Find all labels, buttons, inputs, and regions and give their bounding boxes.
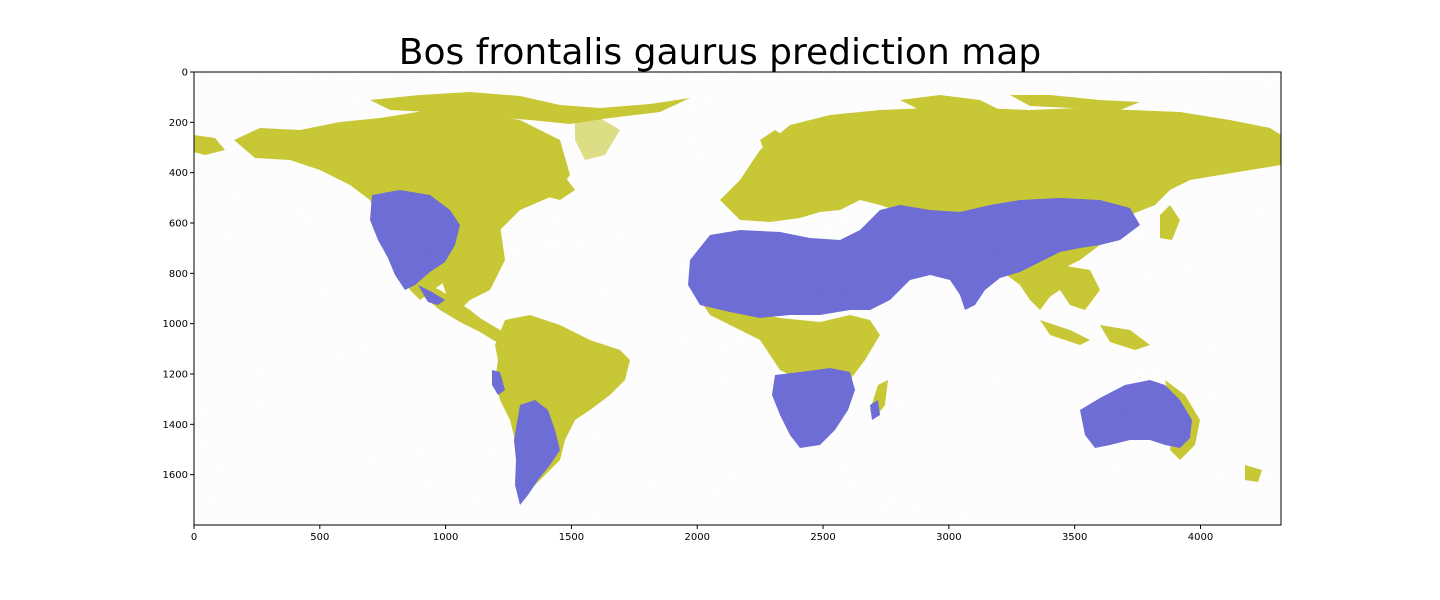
y-tick-label: 1000 (163, 319, 188, 330)
y-tick-label: 800 (169, 269, 188, 280)
y-tick-label: 1600 (163, 470, 188, 481)
x-tick-label: 0 (191, 532, 197, 543)
x-tick-label: 3500 (1062, 532, 1087, 543)
y-tick-label: 600 (169, 219, 188, 230)
x-tick-label: 4000 (1188, 532, 1213, 543)
x-tick-label: 2000 (685, 532, 710, 543)
plot-frame (193, 71, 1282, 526)
y-tick-label: 1400 (163, 420, 188, 431)
x-tick-label: 500 (310, 532, 329, 543)
y-tick-label: 200 (169, 118, 188, 129)
x-tick-label: 1000 (433, 532, 458, 543)
x-axis: 0 500 1000 1500 2000 2500 3000 3500 4000 (191, 525, 1213, 543)
y-tick-label: 1200 (163, 370, 188, 381)
x-tick-label: 2500 (810, 532, 835, 543)
y-tick-label: 0 (182, 68, 188, 79)
x-tick-label: 3000 (936, 532, 961, 543)
y-tick-label: 400 (169, 168, 188, 179)
chart-title: Bos frontalis gaurus prediction map (398, 32, 1042, 73)
x-tick-label: 1500 (559, 532, 584, 543)
y-axis: 0 200 400 600 800 1000 1200 1400 1600 (163, 68, 194, 481)
